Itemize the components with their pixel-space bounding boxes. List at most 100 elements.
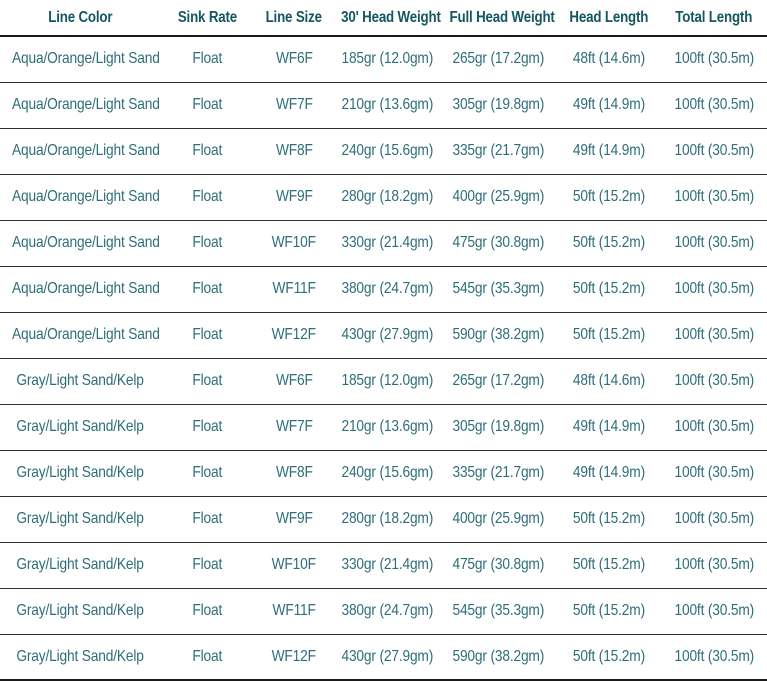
cell-text: 590gr (38.2gm) [452, 326, 545, 343]
column-header-label: Total Length [675, 8, 753, 26]
cell-text: 335gr (21.7gm) [452, 142, 545, 159]
cell-text: 210gr (13.6gm) [341, 96, 433, 113]
cell-text: 475gr (30.8gm) [452, 556, 545, 573]
cell-total-length: 100ft (30.5m) [661, 496, 767, 543]
cell-text: 49ft (14.9m) [572, 418, 645, 435]
cell-line-size: WF8F [255, 450, 333, 497]
cell-text: Gray/Light Sand/Kelp [16, 647, 144, 665]
cell-text: Aqua/Orange/Light Sand [12, 280, 160, 297]
cell-text: Gray/Light Sand/Kelp [16, 510, 144, 527]
cell-text: 475gr (30.8gm) [452, 234, 545, 251]
cell-line-size: WF8F [255, 128, 333, 175]
cell-30ft-head-weight: 330gr (21.4gm) [333, 542, 441, 589]
column-header-label: Line Size [265, 8, 323, 26]
cell-sink-rate: Float [160, 358, 255, 405]
cell-line-size: WF10F [255, 542, 333, 589]
cell-line-color: Aqua/Orange/Light Sand [0, 36, 160, 83]
cell-30ft-head-weight: 380gr (24.7gm) [333, 588, 441, 635]
column-header-label: Head Length [569, 8, 648, 26]
cell-text: WF9F [275, 188, 313, 205]
cell-line-color: Gray/Light Sand/Kelp [0, 634, 160, 681]
cell-text: Gray/Light Sand/Kelp [16, 602, 144, 619]
cell-text: Aqua/Orange/Light Sand [12, 234, 160, 251]
cell-sink-rate: Float [160, 542, 255, 589]
cell-text: 545gr (35.3gm) [452, 280, 545, 297]
cell-30ft-head-weight: 210gr (13.6gm) [333, 82, 441, 129]
cell-text: Float [192, 372, 223, 389]
cell-total-length: 100ft (30.5m) [661, 542, 767, 589]
cell-sink-rate: Float [160, 82, 255, 129]
cell-full-head-weight: 305gr (19.8gm) [441, 82, 556, 129]
cell-total-length: 100ft (30.5m) [661, 128, 767, 175]
cell-full-head-weight: 265gr (17.2gm) [441, 358, 556, 405]
cell-text: 265gr (17.2gm) [452, 50, 545, 68]
cell-text: WF10F [271, 234, 317, 251]
cell-head-length: 49ft (14.9m) [556, 404, 661, 451]
cell-head-length: 49ft (14.9m) [556, 450, 661, 497]
cell-head-length: 48ft (14.6m) [556, 358, 661, 405]
cell-text: WF7F [275, 418, 313, 435]
table-row: Gray/Light Sand/Kelp Float WF10F 330gr (… [0, 542, 767, 589]
column-header-label: Full Head Weight [449, 8, 555, 26]
table-row: Gray/Light Sand/Kelp Float WF8F 240gr (1… [0, 450, 767, 497]
cell-text: Float [192, 142, 223, 159]
column-header-label: Line Color [47, 8, 113, 26]
cell-text: 100ft (30.5m) [674, 647, 754, 665]
cell-head-length: 50ft (15.2m) [556, 588, 661, 635]
cell-total-length: 100ft (30.5m) [661, 266, 767, 313]
cell-sink-rate: Float [160, 36, 255, 83]
header-row: Line Color Sink Rate Line Size 30' Head … [0, 0, 767, 37]
cell-head-length: 50ft (15.2m) [556, 220, 661, 267]
cell-text: 100ft (30.5m) [674, 556, 754, 573]
cell-line-color: Aqua/Orange/Light Sand [0, 312, 160, 359]
cell-text: Aqua/Orange/Light Sand [12, 188, 160, 205]
cell-text: WF7F [275, 96, 313, 113]
cell-total-length: 100ft (30.5m) [661, 588, 767, 635]
cell-line-color: Gray/Light Sand/Kelp [0, 588, 160, 635]
cell-line-size: WF9F [255, 174, 333, 221]
table-row: Aqua/Orange/Light Sand Float WF10F 330gr… [0, 220, 767, 267]
cell-text: 50ft (15.2m) [572, 234, 645, 251]
table-row: Gray/Light Sand/Kelp Float WF12F 430gr (… [0, 634, 767, 681]
cell-sink-rate: Float [160, 634, 255, 681]
cell-sink-rate: Float [160, 266, 255, 313]
column-header-30ft-head-weight: 30' Head Weight [333, 0, 441, 37]
cell-text: 280gr (18.2gm) [341, 188, 433, 205]
cell-text: Aqua/Orange/Light Sand [12, 142, 160, 159]
cell-text: Float [192, 647, 223, 665]
cell-text: 380gr (24.7gm) [341, 280, 433, 297]
cell-text: 265gr (17.2gm) [452, 372, 545, 389]
table-row: Gray/Light Sand/Kelp Float WF11F 380gr (… [0, 588, 767, 635]
cell-text: WF11F [272, 280, 316, 297]
cell-text: 100ft (30.5m) [674, 280, 754, 297]
cell-text: 50ft (15.2m) [572, 602, 645, 619]
cell-head-length: 49ft (14.9m) [556, 128, 661, 175]
cell-text: 100ft (30.5m) [674, 234, 754, 251]
cell-text: Float [192, 464, 223, 481]
cell-text: 100ft (30.5m) [674, 602, 754, 619]
cell-head-length: 49ft (14.9m) [556, 82, 661, 129]
cell-text: 50ft (15.2m) [572, 556, 645, 573]
cell-text: WF6F [275, 372, 313, 389]
cell-line-size: WF10F [255, 220, 333, 267]
cell-total-length: 100ft (30.5m) [661, 404, 767, 451]
cell-line-color: Aqua/Orange/Light Sand [0, 220, 160, 267]
cell-total-length: 100ft (30.5m) [661, 174, 767, 221]
cell-text: 430gr (27.9gm) [341, 326, 433, 343]
cell-text: 49ft (14.9m) [572, 464, 645, 481]
cell-text: 185gr (12.0gm) [341, 372, 433, 389]
table-row: Gray/Light Sand/Kelp Float WF6F 185gr (1… [0, 358, 767, 405]
cell-head-length: 50ft (15.2m) [556, 312, 661, 359]
cell-line-size: WF11F [255, 588, 333, 635]
cell-text: WF8F [275, 142, 313, 159]
cell-total-length: 100ft (30.5m) [661, 82, 767, 129]
cell-text: 590gr (38.2gm) [452, 647, 545, 665]
table-row: Aqua/Orange/Light Sand Float WF12F 430gr… [0, 312, 767, 359]
cell-text: 380gr (24.7gm) [341, 602, 433, 619]
cell-sink-rate: Float [160, 220, 255, 267]
cell-sink-rate: Float [160, 404, 255, 451]
cell-full-head-weight: 475gr (30.8gm) [441, 220, 556, 267]
cell-30ft-head-weight: 240gr (15.6gm) [333, 128, 441, 175]
cell-text: WF10F [271, 556, 317, 573]
cell-head-length: 50ft (15.2m) [556, 266, 661, 313]
